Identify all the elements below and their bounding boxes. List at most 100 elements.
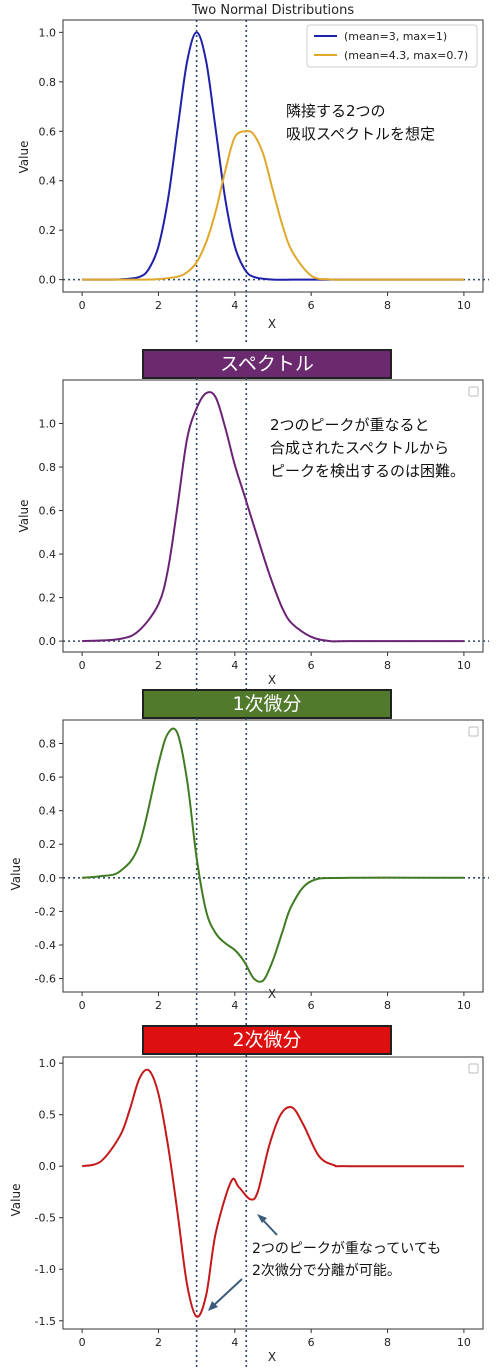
series-line-0 <box>81 1068 464 1318</box>
annotation-line-2: 合成されたスペクトルから <box>270 439 449 457</box>
x-axis-label: X <box>268 987 276 1001</box>
y-axis-label: Value <box>9 858 23 891</box>
x-axis-ticks: 0 2 4 6 8 10 <box>79 992 471 1012</box>
y-tick-label: -0.6 <box>35 973 56 986</box>
x-tick-label: 2 <box>155 299 162 312</box>
y-tick-label: 0.4 <box>39 805 57 818</box>
y-tick-label: -0.4 <box>35 939 56 952</box>
annotation-line-1: 2つのピークが重なっていても <box>252 1241 441 1257</box>
arrow-head-second-peak <box>257 1214 267 1223</box>
y-tick-label: 0.5 <box>39 1109 57 1122</box>
chart-title: Two Normal Distributions <box>191 3 355 18</box>
x-tick-label: 10 <box>457 299 471 312</box>
x-tick-label: 6 <box>308 1336 315 1349</box>
annotation-line-1: 2つのピークが重なると <box>270 416 430 434</box>
y-tick-label: 0.8 <box>39 738 57 751</box>
plot-frame <box>62 19 484 293</box>
y-tick-label: -0.2 <box>35 905 56 918</box>
y-tick-label: 1.0 <box>39 26 57 39</box>
x-tick-label: 0 <box>79 659 86 672</box>
x-tick-label: 10 <box>457 999 471 1012</box>
series-line-0 <box>82 31 464 281</box>
x-tick-label: 6 <box>308 659 315 672</box>
chart-panel-1: Two Normal Distributions 0 2 4 6 8 10 0.00.20… <box>17 3 489 345</box>
legend-box-empty <box>468 726 479 737</box>
chart-panel-3: 0 2 4 6 8 10 -0.6 -0.4 -0.2 0.0 0.2 0.4 0.6 0.8 X Va… <box>9 718 489 1026</box>
x-tick-label: 10 <box>457 659 471 672</box>
y-axis-ticks: 0.0 0.2 0.4 0.6 0.8 1.0 <box>39 26 63 287</box>
x-tick-label: 6 <box>308 299 315 312</box>
y-tick-label: 0.8 <box>39 461 57 474</box>
x-tick-label: 4 <box>231 999 238 1012</box>
series-line-1 <box>82 130 464 281</box>
y-axis-ticks: -1.5 -1.0 -0.5 0.0 0.5 1.0 <box>35 1057 63 1328</box>
series-lines <box>82 727 464 983</box>
chart-panel-2: 0 2 4 6 8 10 0.0 0.2 0.4 0.6 0.8 1.0 X Value 2つのピー… <box>17 378 489 690</box>
x-tick-label: 0 <box>79 1336 86 1349</box>
x-axis-label: X <box>268 317 276 331</box>
x-tick-label: 0 <box>79 999 86 1012</box>
x-tick-label: 4 <box>231 299 238 312</box>
arrow-to-first-peak <box>212 1278 243 1307</box>
y-axis-ticks: -0.6 -0.4 -0.2 0.0 0.2 0.4 0.6 0.8 <box>35 738 63 986</box>
annotation-line-1: 隣接する2つの <box>286 102 386 120</box>
y-tick-label: 0.4 <box>39 548 57 561</box>
y-tick-label: 0.6 <box>39 505 57 518</box>
legend-box <box>306 24 478 68</box>
x-tick-label: 6 <box>308 999 315 1012</box>
y-axis-ticks: 0.0 0.2 0.4 0.6 0.8 1.0 <box>39 418 63 648</box>
x-tick-label: 8 <box>384 299 391 312</box>
x-tick-label: 2 <box>155 659 162 672</box>
x-tick-label: 8 <box>384 1336 391 1349</box>
y-tick-label: 1.0 <box>39 418 57 431</box>
y-tick-label: 0.2 <box>39 592 57 605</box>
arrow-head-first-peak <box>208 1301 218 1311</box>
x-tick-label: 2 <box>155 1336 162 1349</box>
y-tick-label: 0.8 <box>39 76 57 89</box>
x-axis-label: X <box>268 1350 276 1364</box>
series-line-0 <box>82 727 464 983</box>
banner-second-derivative: 2次微分 <box>142 1025 392 1055</box>
x-tick-label: 4 <box>231 659 238 672</box>
x-axis-ticks: 0 2 4 6 8 10 <box>79 1329 471 1349</box>
y-tick-label: 0.6 <box>39 125 57 138</box>
plot-frame <box>62 379 484 653</box>
legend-box-empty <box>468 1063 479 1074</box>
x-tick-label: 10 <box>457 1336 471 1349</box>
annotation-line-2: 吸収スペクトルを想定 <box>286 125 435 143</box>
series-line-0 <box>82 391 464 643</box>
x-axis-label: X <box>268 673 276 687</box>
plot-frame <box>62 719 484 993</box>
series-lines <box>82 31 464 281</box>
y-axis-label: Value <box>17 500 31 533</box>
guide-lines <box>63 20 489 345</box>
x-axis-ticks: 0 2 4 6 8 10 <box>79 652 471 672</box>
y-tick-label: 0.6 <box>39 771 57 784</box>
chart-panel-4: 0 2 4 6 8 10 -1.5 -1.0 -0.5 0.0 0.5 1.0 X Value 2つ… <box>9 1055 484 1369</box>
legend-box-empty <box>468 386 479 397</box>
banner-spectrum: スペクトル <box>142 349 392 379</box>
y-axis-label: Value <box>9 1184 23 1217</box>
x-tick-label: 8 <box>384 999 391 1012</box>
legend: (mean=3, max=1) (mean=4.3, max=0.7) <box>306 24 478 68</box>
y-tick-label: 0.0 <box>39 635 57 648</box>
y-tick-label: -0.5 <box>35 1212 56 1225</box>
y-tick-label: 0.0 <box>39 1160 57 1173</box>
y-tick-label: -1.5 <box>35 1315 56 1328</box>
x-tick-label: 8 <box>384 659 391 672</box>
series-lines <box>82 391 464 643</box>
y-tick-label: 0.4 <box>39 175 57 188</box>
x-tick-label: 2 <box>155 999 162 1012</box>
plot-frame <box>62 1056 484 1330</box>
legend-label-gold: (mean=4.3, max=0.7) <box>344 49 468 62</box>
annotation-line-2: 2次微分で分離が可能。 <box>252 1262 401 1279</box>
series-lines <box>81 1068 464 1318</box>
annotation-line-3: ピークを検出するのは困難。 <box>270 462 465 480</box>
y-tick-label: 0.0 <box>39 872 57 885</box>
y-tick-label: 1.0 <box>39 1057 57 1070</box>
x-axis-ticks: 0 2 4 6 8 10 <box>79 292 471 312</box>
legend-label-blue: (mean=3, max=1) <box>344 30 447 43</box>
guide-lines <box>63 718 489 1026</box>
y-tick-label: 0.2 <box>39 224 57 237</box>
y-tick-label: -1.0 <box>35 1263 56 1276</box>
